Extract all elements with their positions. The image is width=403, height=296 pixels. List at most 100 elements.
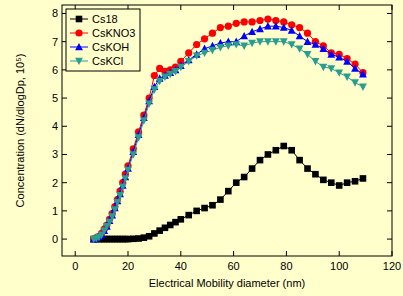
data-point [272,22,280,29]
data-point [209,202,216,209]
y-tick-right [387,210,392,211]
data-point [320,177,327,184]
data-point [359,70,367,77]
data-point [335,69,343,76]
data-point [359,83,367,90]
data-point [161,74,169,81]
data-point [256,25,264,32]
data-point [280,143,287,150]
data-point [327,50,335,57]
data-point [185,49,192,56]
data-point [119,184,127,191]
x-tick-top [233,5,234,10]
data-point [178,216,185,223]
y-tick-label: 0 [52,233,58,245]
x-tick [286,251,287,256]
series-line [94,146,363,239]
data-point [344,179,351,186]
data-point [296,45,304,52]
y-tick-right [387,126,392,127]
data-point [156,78,164,85]
data-point [296,24,303,31]
y-tick-label: 3 [52,148,58,160]
x-tick-label: 100 [330,260,348,272]
data-point [296,32,304,39]
y-tick-right [387,41,392,42]
data-point [264,16,271,23]
y-tick [62,239,67,240]
data-point [312,171,319,178]
data-point [201,205,208,212]
y-tick-label: 7 [52,36,58,48]
data-point [335,53,343,60]
data-point [217,44,225,51]
data-point [172,68,180,75]
data-point [121,175,129,182]
data-point [351,79,359,86]
data-point [304,30,311,37]
data-point [319,45,327,52]
data-point [327,65,335,72]
data-point [145,100,153,107]
data-point [240,32,248,39]
data-point [209,30,216,37]
y-tick-label: 8 [52,7,58,19]
data-point [288,147,295,154]
data-point [177,64,185,71]
y-tick-right [387,239,392,240]
legend-label: CsKNO3 [92,27,135,39]
legend-box [66,9,140,71]
data-point [280,23,288,30]
plot-area [62,5,392,256]
data-point [114,199,122,206]
legend-marker [76,16,83,23]
data-point [193,52,201,59]
data-point [217,196,224,203]
data-point [343,57,351,64]
x-tick-label: 20 [122,260,134,272]
data-point [328,179,335,186]
data-point [336,182,343,189]
data-point [201,50,209,57]
y-tick-label: 6 [52,64,58,76]
x-tick-top [286,5,287,10]
data-point [248,18,255,25]
y-tick [62,154,67,155]
y-tick [62,126,67,127]
data-point [185,58,193,65]
data-point [288,41,296,48]
data-point [193,41,200,48]
data-point [273,147,280,154]
data-point [193,208,200,215]
data-point [217,24,224,31]
data-point [280,38,288,45]
data-point [225,188,232,195]
data-point [201,35,208,42]
data-point [343,74,351,81]
x-tick [339,251,340,256]
y-tick-right [387,182,392,183]
y-tick [62,98,67,99]
data-point [140,117,148,124]
x-tick [233,251,234,256]
data-point [351,64,359,71]
data-point [241,174,248,181]
x-tick-label: 120 [383,260,401,272]
data-point [304,51,312,58]
legend-marker [75,29,82,36]
x-tick-top [180,5,181,10]
legend: Cs18CsKNO3CsKOHCsKCl [66,9,140,71]
y-tick-right [387,13,392,14]
data-point [249,165,256,172]
legend-label: CsKOH [92,41,129,53]
chart: 020406080100120012345678Electrical Mobil… [0,0,403,296]
data-point [232,41,240,48]
y-axis-label: Concentration (dN/dlogDp, 10⁵) [14,54,26,208]
data-point [312,40,320,47]
y-tick-label: 2 [52,177,58,189]
data-point [129,151,137,158]
plot-frame [62,5,392,256]
data-point [319,64,327,71]
y-tick-right [387,154,392,155]
data-point [256,38,264,45]
